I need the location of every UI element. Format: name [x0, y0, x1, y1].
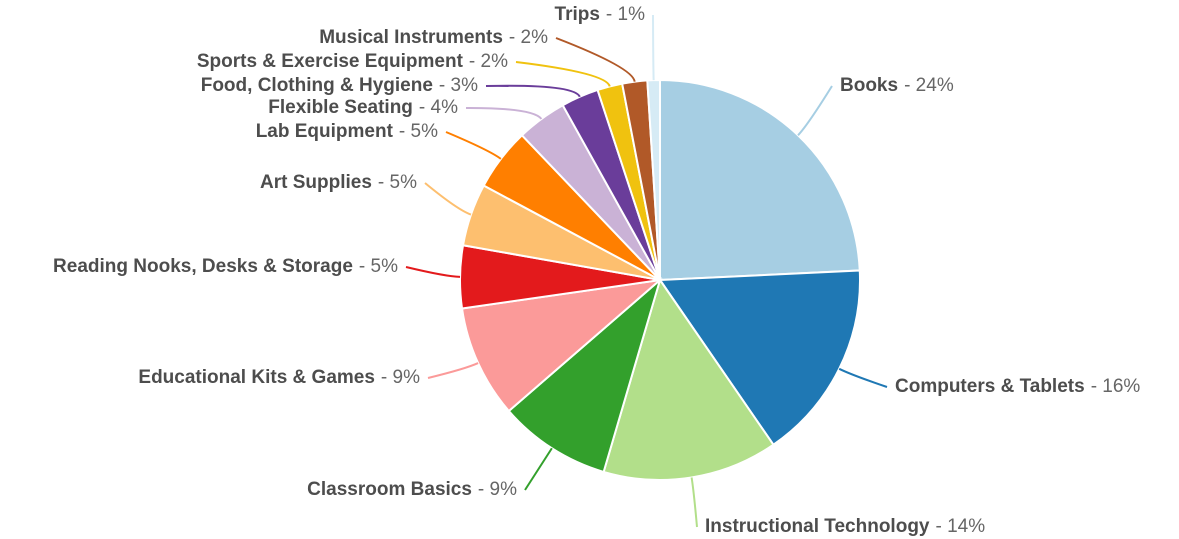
data-label: Art Supplies - 5% [260, 172, 417, 193]
leader-line [690, 477, 698, 528]
category-label: Books [840, 75, 898, 96]
category-label: Sports & Exercise Equipment [197, 51, 464, 72]
value-label: - 2% [469, 51, 508, 72]
value-label: - 5% [378, 172, 417, 193]
category-label: Educational Kits & Games [138, 367, 375, 388]
leader-line [524, 447, 553, 491]
value-label: - 3% [439, 75, 478, 96]
leader-line [797, 85, 833, 136]
category-label: Flexible Seating [268, 97, 413, 118]
leader-line [515, 61, 611, 87]
data-label: Books - 24% [840, 75, 954, 96]
pie-slice [659, 78, 861, 282]
category-label: Classroom Basics [307, 479, 472, 500]
value-label: - 9% [478, 479, 517, 500]
value-label: - 9% [381, 367, 420, 388]
value-label: - 14% [936, 516, 986, 537]
pie-slice [646, 78, 661, 281]
leader-line [424, 182, 472, 216]
leader-line [465, 106, 543, 120]
leader-line [445, 131, 502, 160]
data-label: Trips - 1% [555, 4, 646, 25]
category-label: Lab Equipment [256, 121, 394, 142]
data-label: Food, Clothing & Hygiene - 3% [201, 75, 478, 96]
data-label: Reading Nooks, Desks & Storage - 5% [53, 256, 398, 277]
leader-line [652, 14, 655, 81]
leader-line [405, 266, 461, 278]
pie-slice [658, 269, 861, 447]
data-label: Musical Instruments - 2% [319, 27, 548, 48]
value-label: - 1% [606, 4, 645, 25]
value-label: - 5% [359, 256, 398, 277]
value-label: - 16% [1091, 376, 1141, 397]
leader-line [838, 367, 888, 388]
value-label: - 2% [509, 27, 548, 48]
category-label: Trips [555, 4, 600, 25]
value-label: - 5% [399, 121, 438, 142]
category-label: Reading Nooks, Desks & Storage [53, 256, 353, 277]
category-label: Computers & Tablets [895, 376, 1085, 397]
leader-line [427, 362, 479, 379]
leader-line [485, 84, 581, 98]
data-label: Educational Kits & Games - 9% [138, 367, 420, 388]
data-label: Classroom Basics - 9% [307, 479, 517, 500]
category-label: Art Supplies [260, 172, 372, 193]
value-label: - 4% [419, 97, 458, 118]
pie-slice [460, 278, 664, 413]
value-label: - 24% [904, 75, 954, 96]
data-label: Lab Equipment - 5% [256, 121, 438, 142]
data-label: Instructional Technology - 14% [705, 516, 985, 537]
leader-line [555, 37, 636, 82]
category-label: Food, Clothing & Hygiene [201, 75, 433, 96]
category-label: Musical Instruments [319, 27, 503, 48]
data-label: Computers & Tablets - 16% [895, 376, 1140, 397]
category-label: Instructional Technology [705, 516, 930, 537]
data-label: Sports & Exercise Equipment - 2% [197, 51, 508, 72]
data-label: Flexible Seating - 4% [268, 97, 458, 118]
